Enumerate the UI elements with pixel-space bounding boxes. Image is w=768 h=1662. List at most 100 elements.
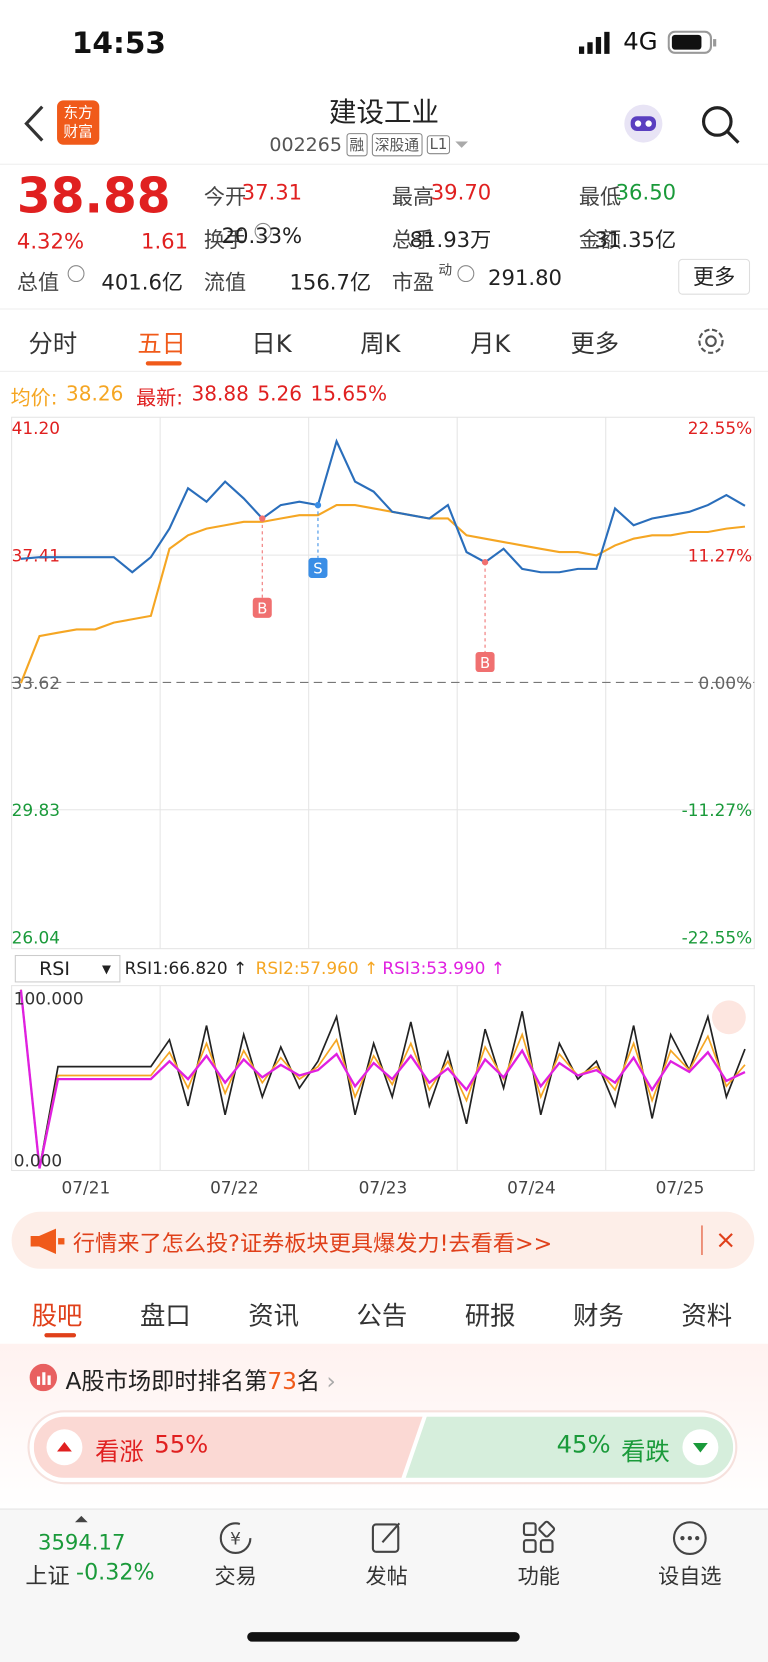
index-name: 上证 bbox=[25, 1563, 70, 1589]
section-tab[interactable]: 资料 bbox=[681, 1301, 733, 1332]
expand-icon[interactable] bbox=[74, 1515, 89, 1523]
nav-icon[interactable] bbox=[671, 1519, 709, 1557]
trade-badge bbox=[308, 557, 328, 578]
network: 4G bbox=[623, 28, 658, 56]
latest-change-pct: 15.65% bbox=[310, 382, 388, 406]
nav-label[interactable]: 设自选 bbox=[658, 1563, 722, 1589]
settings-button[interactable] bbox=[695, 325, 727, 357]
y-tick-label: 29.83 bbox=[12, 800, 60, 820]
change: 1.61 bbox=[140, 228, 189, 254]
price: 38.88 bbox=[16, 166, 171, 224]
info-icon[interactable] bbox=[254, 222, 272, 240]
badge: 融 bbox=[346, 133, 368, 157]
period-tab[interactable]: 更多 bbox=[570, 330, 620, 359]
period-tab[interactable]: 月K bbox=[470, 330, 511, 359]
y2-tick-label: 0.00% bbox=[698, 673, 752, 693]
expand-button[interactable] bbox=[712, 1000, 746, 1035]
banner-divider bbox=[701, 1225, 703, 1256]
more-button[interactable]: 更多 bbox=[678, 258, 751, 295]
nav-label[interactable]: 功能 bbox=[517, 1563, 560, 1589]
nav-icon[interactable]: ¥ bbox=[217, 1519, 255, 1557]
y-tick-label: 41.20 bbox=[12, 418, 60, 438]
nav-label[interactable]: 发帖 bbox=[365, 1563, 408, 1589]
up-segment[interactable] bbox=[33, 1416, 423, 1478]
indicator-select[interactable]: RSI ▼ bbox=[14, 954, 121, 983]
status-time: 14:53 bbox=[71, 25, 167, 61]
robot-icon[interactable] bbox=[621, 101, 665, 145]
trade-label: S bbox=[313, 561, 322, 578]
period-tab[interactable]: 周K bbox=[360, 330, 401, 359]
back-button[interactable] bbox=[21, 104, 48, 144]
trade-label: B bbox=[257, 601, 267, 618]
trade-badge bbox=[252, 597, 272, 618]
dropdown-icon[interactable] bbox=[455, 139, 470, 150]
nav-icon[interactable] bbox=[520, 1519, 558, 1557]
y2-tick-label: 11.27% bbox=[688, 546, 752, 566]
divider bbox=[0, 163, 768, 165]
nav-icon-svg bbox=[522, 1520, 556, 1553]
banner-text: 行情来了怎么投?证券板块更具爆发力!去看看>> bbox=[72, 1230, 553, 1257]
down-segment[interactable] bbox=[405, 1416, 734, 1478]
nav-icon-svg: ¥ bbox=[219, 1522, 252, 1554]
stat-value: 39.70 bbox=[430, 179, 492, 205]
latest-label: 最新: bbox=[136, 386, 183, 410]
price-line bbox=[19, 504, 746, 684]
y-tick-label: 37.41 bbox=[12, 545, 60, 565]
ranking-text[interactable]: A股市场即时排名第73名 › bbox=[65, 1363, 335, 1397]
section-tab[interactable]: 研报 bbox=[464, 1301, 516, 1332]
stat-value: 37.31 bbox=[241, 179, 303, 205]
stat-label: 市盈 bbox=[391, 269, 435, 295]
stat-value: 401.6亿 bbox=[101, 269, 184, 295]
trade-point bbox=[314, 501, 322, 509]
close-button[interactable] bbox=[717, 1232, 734, 1249]
chevron: › bbox=[326, 1369, 336, 1396]
down-label: 看跌 bbox=[621, 1438, 670, 1467]
section-tab[interactable]: 公告 bbox=[356, 1301, 408, 1332]
active-indicator bbox=[145, 361, 182, 366]
ranking-rank: 73 bbox=[267, 1369, 297, 1396]
x-tick-label: 07/21 bbox=[62, 1178, 111, 1198]
trade-label: B bbox=[480, 655, 490, 672]
avg-value: 38.26 bbox=[65, 382, 124, 406]
x-tick-label: 07/22 bbox=[210, 1178, 259, 1198]
info-icon[interactable] bbox=[457, 265, 475, 283]
stock-name: 建设工业 bbox=[329, 97, 439, 129]
active-indicator bbox=[44, 1333, 77, 1338]
down-text: 45% 看跌 bbox=[557, 1431, 670, 1467]
stat-label: 金额 bbox=[578, 227, 622, 253]
section-tab[interactable]: 资讯 bbox=[248, 1301, 299, 1332]
x-tick-label: 07/24 bbox=[507, 1178, 556, 1198]
signal-icon bbox=[578, 31, 610, 54]
stat-value: 156.7亿 bbox=[289, 269, 372, 295]
legend-entry: RSI3:53.990 ↑ bbox=[382, 958, 505, 978]
nav-icon-svg bbox=[672, 1521, 707, 1556]
ranking-icon bbox=[29, 1363, 58, 1392]
period-tab[interactable]: 日K bbox=[251, 330, 292, 359]
x-tick-label: 07/25 bbox=[656, 1178, 705, 1198]
stock-code: 002265 bbox=[269, 133, 342, 156]
up-label: 看涨 bbox=[95, 1438, 144, 1467]
search-button[interactable] bbox=[699, 104, 741, 146]
y2-tick-label: -22.55% bbox=[682, 927, 753, 947]
period-tab[interactable]: 分时 bbox=[28, 330, 78, 359]
nav-label[interactable]: 交易 bbox=[214, 1563, 257, 1589]
home-indicator bbox=[247, 1632, 520, 1642]
nav-icon[interactable] bbox=[368, 1519, 406, 1557]
banner[interactable]: 行情来了怎么投?证券板块更具爆发力!去看看>> bbox=[11, 1211, 755, 1269]
ranking-suffix: 名 bbox=[296, 1369, 321, 1396]
section-tab[interactable]: 股吧 bbox=[31, 1301, 83, 1332]
y2-tick-label: -11.27% bbox=[682, 800, 753, 820]
stat-label: 流值 bbox=[203, 269, 247, 295]
legend-entry: RSI2:57.960 ↑ bbox=[256, 958, 379, 978]
section-tab[interactable]: 财务 bbox=[573, 1301, 624, 1332]
dropdown-icon: ▼ bbox=[101, 962, 111, 977]
index-row[interactable]: 上证 -0.32% bbox=[25, 1559, 154, 1591]
info-icon[interactable] bbox=[67, 265, 85, 283]
section-tab[interactable]: 盘口 bbox=[139, 1301, 191, 1332]
y-tick-label: 100.000 bbox=[14, 989, 84, 1009]
price-line bbox=[20, 438, 746, 574]
period-tab[interactable]: 五日 bbox=[137, 330, 186, 359]
indicator-name: RSI bbox=[39, 958, 70, 981]
stat-label: 总值 bbox=[16, 269, 60, 295]
